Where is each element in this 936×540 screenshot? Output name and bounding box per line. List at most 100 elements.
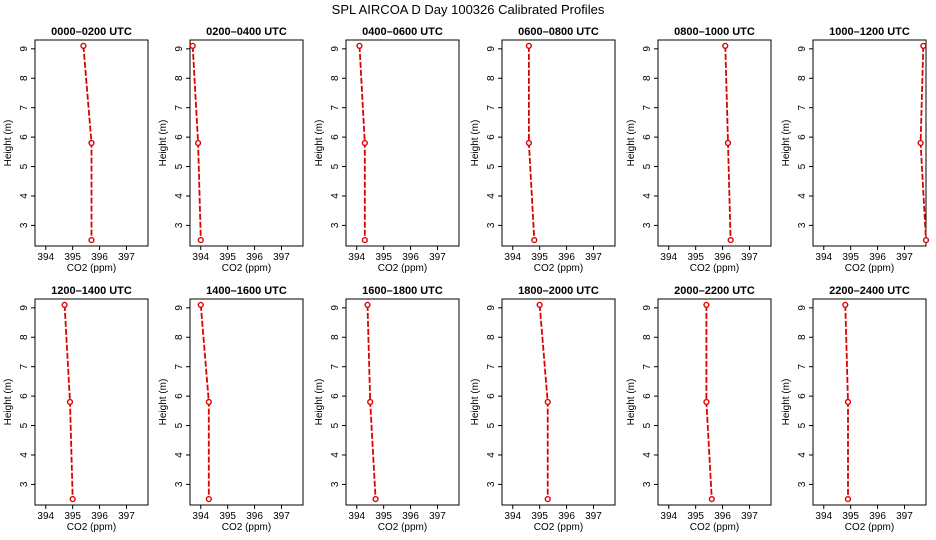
panel-frame <box>345 39 460 247</box>
panel-title: 0200–0400 UTC <box>206 26 287 38</box>
panel-frame <box>812 39 927 247</box>
x-tick-label: 397 <box>896 252 913 263</box>
x-tick-label: 396 <box>869 252 886 263</box>
x-tick-label: 397 <box>429 511 446 522</box>
data-point <box>544 496 551 503</box>
y-tick-label: 7 <box>330 363 341 369</box>
y-axis-label: Height (m) <box>626 120 637 167</box>
y-tick-label: 8 <box>330 334 341 340</box>
y-axis-label: Height (m) <box>158 379 169 426</box>
x-axis-label: CO2 (ppm) <box>67 522 116 533</box>
panel-title: 2000–2200 UTC <box>674 285 755 297</box>
data-point <box>536 301 543 308</box>
y-tick-label: 4 <box>19 193 30 199</box>
y-axis-label: Height (m) <box>158 120 169 167</box>
y-tick-label: 3 <box>642 222 653 228</box>
x-tick-label: 394 <box>815 511 832 522</box>
data-point <box>364 301 371 308</box>
data-point <box>205 496 212 503</box>
y-tick-label: 6 <box>486 393 497 399</box>
y-tick-label: 7 <box>486 363 497 369</box>
x-axis-label: CO2 (ppm) <box>378 263 427 274</box>
x-tick-label: 396 <box>714 511 731 522</box>
y-tick-label: 4 <box>330 193 341 199</box>
y-tick-label: 4 <box>486 452 497 458</box>
y-tick-label: 3 <box>174 481 185 487</box>
y-tick-label: 5 <box>174 163 185 169</box>
y-tick-label: 6 <box>642 134 653 140</box>
x-tick-label: 395 <box>687 511 704 522</box>
y-tick-label: 3 <box>330 222 341 228</box>
y-axis-label: Height (m) <box>470 120 481 167</box>
panel-frame <box>501 39 616 247</box>
y-tick-label: 7 <box>642 104 653 110</box>
y-axis-label: Height (m) <box>781 120 792 167</box>
panel-title: 1400–1600 UTC <box>206 285 287 297</box>
x-tick-label: 394 <box>815 252 832 263</box>
x-axis-label: CO2 (ppm) <box>690 263 739 274</box>
y-axis-label: Height (m) <box>626 379 637 426</box>
data-point <box>922 237 930 244</box>
data-point <box>80 42 87 49</box>
y-tick-label: 8 <box>330 75 341 81</box>
y-axis-label: Height (m) <box>314 120 325 167</box>
x-tick-label: 395 <box>64 511 81 522</box>
y-tick-label: 7 <box>330 104 341 110</box>
panel-title: 1200–1400 UTC <box>51 285 132 297</box>
y-tick-label: 6 <box>174 134 185 140</box>
y-axis-label: Height (m) <box>3 120 14 167</box>
y-tick-label: 5 <box>797 422 808 428</box>
x-tick-label: 395 <box>375 252 392 263</box>
panel-frame <box>189 298 304 506</box>
panel-title: 1000–1200 UTC <box>829 26 910 38</box>
y-tick-label: 9 <box>19 46 30 52</box>
data-point <box>703 301 710 308</box>
y-tick-label: 6 <box>486 134 497 140</box>
x-axis-label: CO2 (ppm) <box>845 522 894 533</box>
y-tick-label: 3 <box>642 481 653 487</box>
x-tick-label: 394 <box>37 511 54 522</box>
x-tick-label: 396 <box>402 252 419 263</box>
data-point <box>197 237 204 244</box>
data-point <box>920 42 927 49</box>
y-tick-label: 4 <box>174 452 185 458</box>
y-tick-label: 4 <box>19 452 30 458</box>
y-tick-label: 6 <box>330 393 341 399</box>
panel-frame <box>34 39 149 247</box>
x-tick-label: 396 <box>246 511 263 522</box>
data-point <box>189 42 196 49</box>
data-point <box>361 237 368 244</box>
x-tick-label: 394 <box>348 252 365 263</box>
x-tick-label: 396 <box>714 252 731 263</box>
y-tick-label: 4 <box>486 193 497 199</box>
main-title: SPL AIRCOA D Day 100326 Calibrated Profi… <box>332 2 605 17</box>
x-tick-label: 396 <box>91 511 108 522</box>
x-tick-label: 395 <box>219 511 236 522</box>
data-point <box>531 237 538 244</box>
data-point <box>367 398 374 406</box>
y-tick-label: 3 <box>330 481 341 487</box>
x-tick-label: 394 <box>660 252 677 263</box>
y-tick-label: 9 <box>642 305 653 311</box>
panel-frame <box>345 298 460 506</box>
y-tick-label: 8 <box>797 75 808 81</box>
data-point <box>361 139 368 147</box>
panel-title: 0800–1000 UTC <box>674 26 755 38</box>
y-tick-label: 6 <box>330 134 341 140</box>
y-axis-label: Height (m) <box>781 379 792 426</box>
x-tick-label: 397 <box>429 252 446 263</box>
data-point <box>88 139 95 147</box>
y-axis-label: Height (m) <box>3 379 14 426</box>
panel-frame <box>812 298 927 506</box>
data-point <box>194 139 202 147</box>
data-point <box>197 301 204 308</box>
x-tick-label: 396 <box>91 252 108 263</box>
y-tick-label: 8 <box>19 75 30 81</box>
y-tick-label: 7 <box>797 104 808 110</box>
y-tick-label: 8 <box>642 75 653 81</box>
